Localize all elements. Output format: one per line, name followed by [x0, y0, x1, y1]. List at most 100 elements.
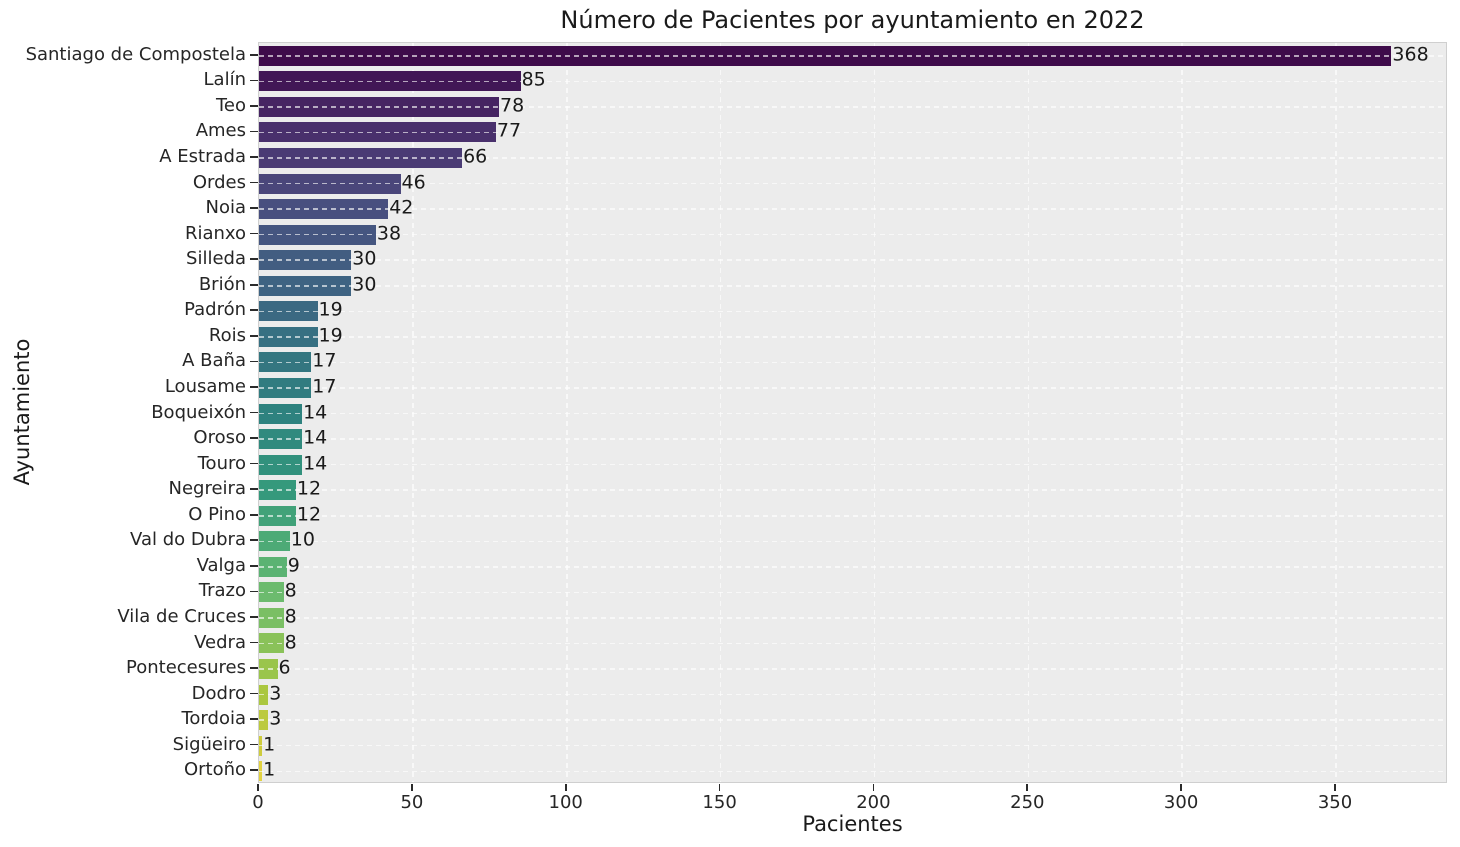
h-gridline [259, 106, 1446, 108]
y-tick-mark [250, 386, 258, 388]
y-tick-label: Rianxo [184, 222, 246, 244]
h-gridline [259, 617, 1446, 619]
y-tick-mark [250, 565, 258, 567]
h-gridline [259, 540, 1446, 542]
chart-title: Número de Pacientes por ayuntamiento en … [560, 6, 1145, 34]
y-tick-mark [250, 156, 258, 158]
bar-value-label: 42 [389, 196, 414, 219]
y-tick-mark [250, 513, 258, 516]
y-tick-label: Noia [205, 197, 246, 219]
h-gridline [259, 55, 1446, 57]
y-tick-mark [250, 590, 258, 593]
h-gridline [259, 642, 1446, 645]
h-gridline [259, 131, 1446, 134]
bar-value-label: 368 [1392, 43, 1429, 66]
x-tick-mark [1180, 784, 1182, 791]
y-tick-label: Negreira [168, 478, 246, 500]
y-tick-mark [250, 743, 258, 746]
y-tick-label: Lalín [203, 69, 246, 91]
bar-value-label: 46 [401, 171, 426, 194]
y-tick-mark [250, 105, 258, 107]
bar-value-label: 17 [312, 375, 337, 398]
bar-value-label: 6 [278, 656, 291, 679]
y-tick-label: Brión [198, 273, 246, 295]
y-tick-label: Touro [197, 452, 246, 474]
h-gridline [259, 208, 1446, 210]
x-tick-mark [718, 784, 721, 791]
bar-value-label: 66 [463, 145, 488, 168]
h-gridline [259, 566, 1446, 568]
v-gridline [1335, 43, 1337, 782]
x-tick-label: 150 [702, 792, 737, 813]
h-gridline [259, 668, 1446, 670]
x-tick-mark [1026, 784, 1029, 791]
x-tick-mark [872, 784, 875, 791]
y-tick-label: Oroso [193, 427, 246, 449]
y-tick-mark [250, 360, 258, 363]
h-gridline [259, 80, 1446, 83]
bar-value-label: 9 [287, 554, 300, 577]
x-tick-label: 50 [400, 792, 424, 813]
v-gridline [566, 43, 568, 782]
h-gridline [259, 387, 1446, 389]
h-gridline [259, 489, 1446, 491]
bar-value-label: 8 [284, 579, 297, 602]
bar-value-label: 12 [296, 477, 322, 500]
v-gridline [1181, 43, 1183, 782]
bar-value-label: 17 [312, 349, 337, 372]
y-tick-mark [250, 488, 258, 490]
y-tick-label: Padrón [184, 299, 246, 321]
v-gridline [412, 43, 414, 782]
bar-value-label: 77 [496, 119, 522, 142]
v-gridline [873, 43, 876, 782]
y-tick-mark [250, 641, 258, 644]
x-tick-mark [1334, 784, 1336, 791]
v-gridline [1027, 43, 1029, 782]
h-gridline [259, 438, 1446, 440]
x-tick-mark [257, 784, 259, 791]
y-tick-mark [250, 411, 258, 414]
h-gridline [259, 744, 1446, 747]
h-gridline [259, 182, 1446, 185]
y-tick-label: Vedra [194, 631, 246, 653]
y-tick-label: Dodro [191, 682, 246, 704]
y-tick-mark [250, 309, 258, 312]
y-tick-label: Silleda [186, 248, 246, 270]
y-tick-label: Rois [208, 324, 246, 346]
y-tick-mark [250, 462, 258, 465]
y-tick-mark [250, 616, 258, 618]
bar-value-label: 14 [303, 452, 328, 475]
x-tick-label: 350 [1317, 792, 1353, 813]
bar-value-label: 19 [318, 298, 343, 321]
y-tick-label: Trazo [198, 580, 246, 602]
x-tick-label: 0 [252, 792, 264, 813]
bar-value-label: 10 [290, 528, 315, 551]
x-axis-label: Pacientes [802, 812, 903, 836]
y-tick-label: A Estrada [159, 146, 246, 168]
bar-value-label: 8 [284, 631, 297, 654]
x-tick-mark [411, 784, 413, 791]
y-tick-mark [250, 718, 258, 720]
h-gridline [259, 361, 1446, 364]
h-gridline [259, 412, 1446, 415]
bar-value-label: 12 [296, 503, 322, 526]
h-gridline [259, 719, 1446, 721]
h-gridline [259, 259, 1446, 261]
bar-value-label: 3 [269, 707, 282, 730]
x-tick-label: 250 [1010, 792, 1045, 813]
h-gridline [259, 591, 1446, 594]
y-tick-label: O Pino [188, 503, 246, 525]
y-tick-mark [250, 539, 258, 542]
y-tick-mark [250, 692, 258, 695]
y-tick-mark [250, 79, 258, 82]
h-gridline [259, 336, 1446, 338]
bar-value-label: 38 [376, 222, 402, 245]
y-tick-label: Valga [196, 554, 246, 576]
x-tick-label: 200 [856, 792, 891, 813]
plot-area [258, 42, 1447, 783]
h-gridline [259, 693, 1446, 696]
y-tick-label: Teo [215, 94, 246, 116]
y-tick-mark [250, 232, 258, 235]
y-tick-label: Boqueixón [151, 401, 246, 423]
